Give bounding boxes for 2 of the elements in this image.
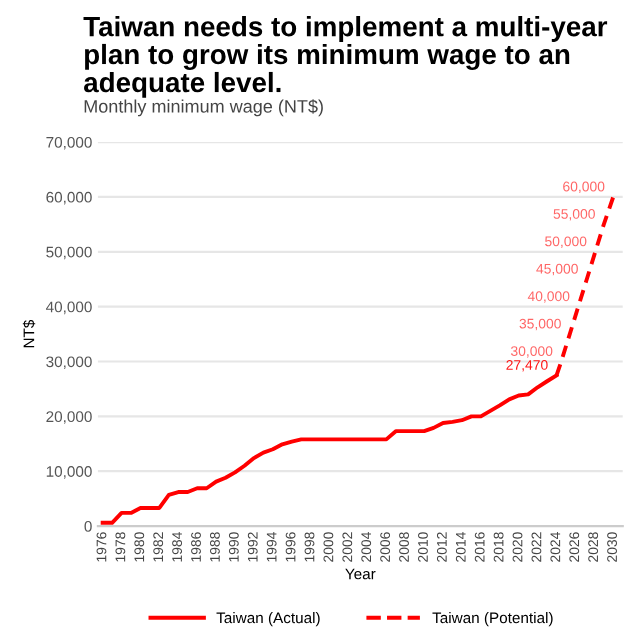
chart-title: Taiwan needs to implement a multi-year plan to grow its minimum wage to an adequate level. (83, 16, 608, 98)
chart-subtitle: Monthly minimum wage (NT$) (84, 99, 323, 117)
